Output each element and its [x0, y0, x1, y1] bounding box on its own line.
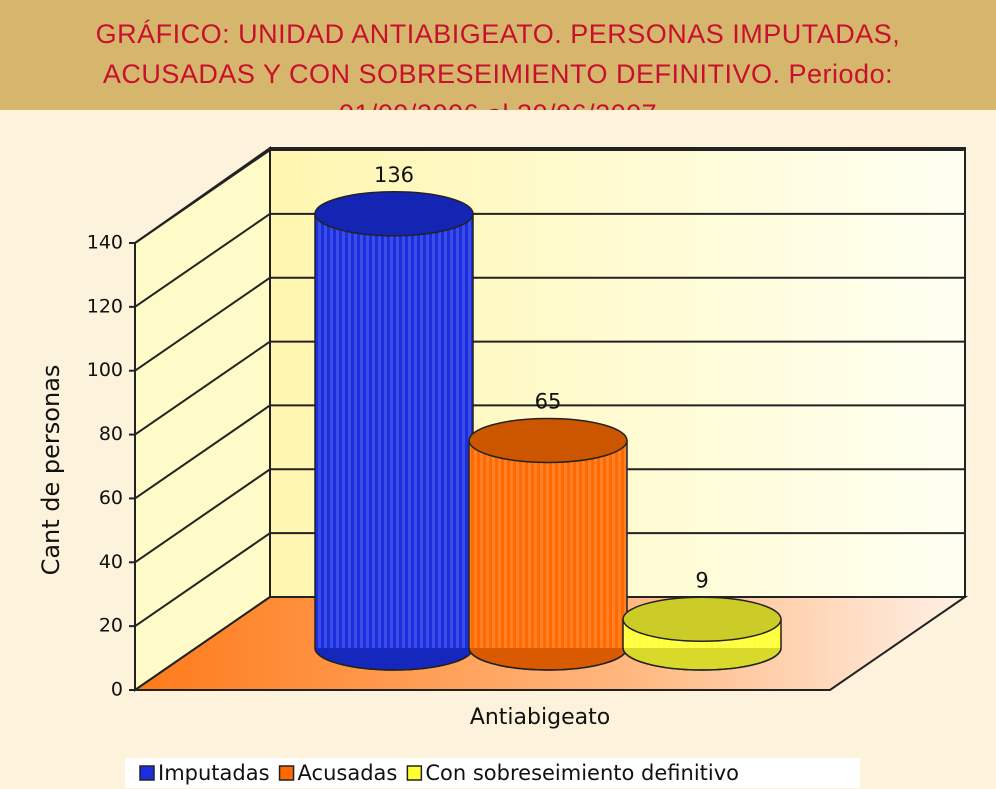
y-tick-label: 0 — [111, 679, 123, 701]
bar-top — [314, 191, 474, 237]
y-tick-label: 60 — [99, 487, 123, 509]
grid-line — [134, 404, 965, 500]
y-axis-label: Cant de personas — [37, 365, 65, 576]
value-label: 9 — [695, 568, 708, 592]
y-tick-label: 120 — [87, 295, 123, 317]
legend: Imputadas Acusadas Con sobreseimiento defi… — [139, 761, 739, 785]
grid: 0 20 40 60 80 100 120 140 — [87, 149, 965, 701]
y-tick-label: 80 — [99, 423, 123, 445]
chart-title: GRÁFICO: UNIDAD ANTIABIGEATO. PERSONAS I… — [0, 0, 996, 110]
bar-stripes — [315, 213, 473, 648]
x-tick-label: Antiabigeato — [470, 705, 610, 730]
bar-top — [622, 596, 782, 643]
legend-label: Imputadas — [158, 761, 270, 785]
grid-line — [134, 340, 965, 436]
legend-swatch — [139, 765, 155, 781]
title-box: GRÁFICO: UNIDAD ANTIABIGEATO. PERSONAS I… — [0, 0, 996, 110]
grid-line — [134, 276, 965, 372]
legend-box — [125, 758, 860, 788]
value-label: 65 — [535, 389, 562, 413]
grid-line — [134, 212, 965, 308]
grid-line — [134, 468, 965, 564]
grid-line — [134, 149, 965, 244]
bar-stripes — [469, 440, 627, 648]
legend-label: Acusadas — [298, 761, 398, 785]
legend-label: Con sobreseimiento definitivo — [425, 761, 739, 785]
y-tick-label: 100 — [87, 359, 123, 381]
y-tick-label: 20 — [99, 615, 123, 637]
bars: 136 65 9 — [314, 163, 782, 671]
y-tick-label: 140 — [87, 232, 123, 254]
bar-outline — [468, 440, 628, 671]
legend-swatch — [278, 765, 295, 781]
bar-outline — [314, 213, 474, 671]
grid-line — [134, 532, 965, 627]
legend-swatch — [406, 765, 423, 781]
bar-outline — [622, 619, 782, 671]
y-tick-label: 40 — [99, 551, 123, 573]
bar-top — [468, 417, 628, 464]
value-label: 136 — [374, 163, 414, 187]
